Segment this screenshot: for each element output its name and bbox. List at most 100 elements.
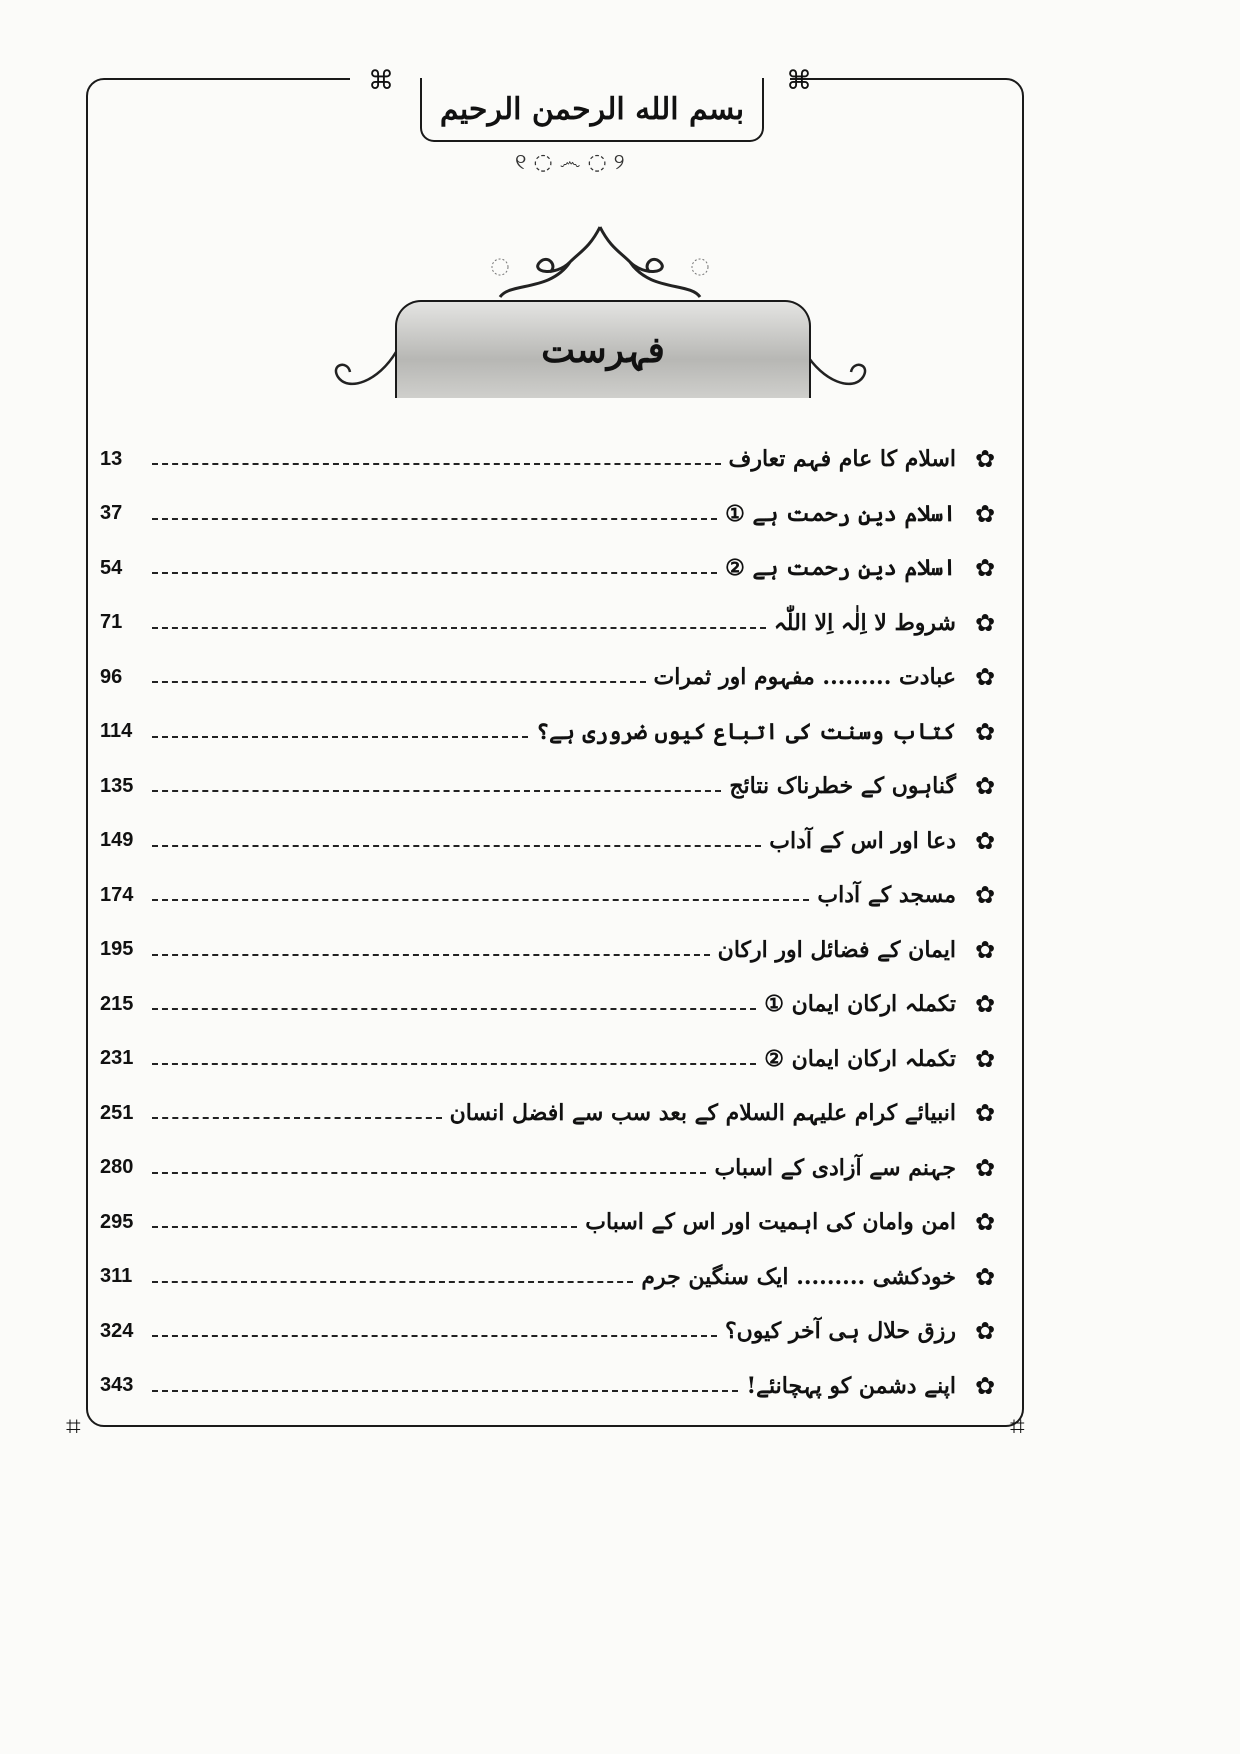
flower-icon: ✿ bbox=[974, 1208, 996, 1237]
toc-entry[interactable]: ✿ اپنے دشمن کو پہچانئے! 343 bbox=[100, 1359, 1000, 1414]
page-number: 96 bbox=[100, 665, 123, 688]
page-number: 174 bbox=[100, 883, 134, 906]
flower-icon: ✿ bbox=[974, 1044, 996, 1073]
left-curl-ornament bbox=[334, 351, 398, 386]
entry-title: امن وامان کی اہمیت اور اس کے اسباب bbox=[585, 1209, 956, 1236]
page-number: 280 bbox=[100, 1156, 134, 1179]
entry-title: شروط لا اِلٰہ اِلا اللّٰہ bbox=[773, 609, 956, 636]
flower-icon: ✿ bbox=[974, 826, 996, 855]
entry-title: رزق حلال ہی آخر کیوں؟ bbox=[724, 1318, 956, 1345]
dotted-leader bbox=[152, 1389, 739, 1392]
page-number: 343 bbox=[100, 1374, 134, 1397]
dotted-leader bbox=[152, 463, 721, 466]
toc-entry[interactable]: ✿ جہنم سے آزادی کے اسباب 280 bbox=[100, 1141, 1000, 1196]
dotted-leader bbox=[152, 844, 762, 847]
page-number: 251 bbox=[100, 1101, 134, 1124]
page-number: 114 bbox=[100, 720, 133, 743]
entry-title: کتاب وسنت کی اتباع کیوں ضروری ہے؟ bbox=[536, 718, 956, 745]
toc-entry[interactable]: ✿ مسجد کے آداب 174 bbox=[100, 868, 1000, 923]
dotted-leader bbox=[152, 899, 810, 902]
flower-icon: ✿ bbox=[974, 608, 996, 637]
entry-title: اپنے دشمن کو پہچانئے! bbox=[746, 1372, 956, 1399]
toc-entry[interactable]: ✿ عبادت ......... مفہوم اور ثمرات 96 bbox=[100, 650, 1000, 705]
flower-icon: ✿ bbox=[974, 717, 996, 746]
bismillah-header: بسم الله الرحمن الرحيم bbox=[420, 78, 764, 142]
entry-title: اسلام کا عام فہم تعارف bbox=[728, 446, 956, 473]
entry-title: تکملہ ارکان ایمان ② bbox=[764, 1045, 956, 1072]
knot-ornament-icon: ⌘ bbox=[368, 66, 394, 96]
toc-entry[interactable]: ✿ شروط لا اِلٰہ اِلا اللّٰہ 71 bbox=[100, 596, 1000, 651]
corner-knot-icon: ⌗ bbox=[1010, 1412, 1025, 1442]
dotted-leader bbox=[152, 790, 722, 793]
flower-icon: ✿ bbox=[974, 663, 996, 692]
toc-entry[interactable]: ✿ امن وامان کی اہمیت اور اس کے اسباب 295 bbox=[100, 1195, 1000, 1250]
scroll-ornament-icon: ୧ ◌ ෴ ◌ ୨ bbox=[515, 150, 625, 175]
dotted-leader bbox=[152, 1008, 757, 1011]
entry-title: عبادت ......... مفہوم اور ثمرات bbox=[653, 664, 957, 691]
flower-icon: ✿ bbox=[974, 881, 996, 910]
entry-title: اسلام دینِ رحمت ہے ① bbox=[725, 500, 956, 527]
dotted-leader bbox=[152, 1226, 578, 1229]
dotted-leader bbox=[152, 517, 718, 520]
toc-entry[interactable]: ✿ کتاب وسنت کی اتباع کیوں ضروری ہے؟ 114 bbox=[100, 705, 1000, 760]
page-number: 54 bbox=[100, 556, 123, 579]
entry-title: انبیائے کرام علیہم السلام کے بعد سب سے ا… bbox=[449, 1100, 956, 1127]
toc-entry[interactable]: ✿ ایمان کے فضائل اور ارکان 195 bbox=[100, 923, 1000, 978]
entry-title: جہنم سے آزادی کے اسباب bbox=[714, 1154, 956, 1181]
dotted-leader bbox=[152, 1117, 442, 1120]
bismillah-text: بسم الله الرحمن الرحيم bbox=[439, 91, 745, 127]
flower-icon: ✿ bbox=[974, 1317, 996, 1346]
dotted-leader bbox=[152, 1062, 757, 1065]
flower-icon: ✿ bbox=[974, 1099, 996, 1128]
right-curl-ornament bbox=[803, 351, 867, 386]
flower-icon: ✿ bbox=[974, 554, 996, 583]
flower-icon: ✿ bbox=[974, 1153, 996, 1182]
entry-title: دعا اور اس کے آداب bbox=[769, 827, 956, 854]
toc-entry[interactable]: ✿ اسلام دینِ رحمت ہے ① 37 bbox=[100, 487, 1000, 542]
toc-entry[interactable]: ✿ رزق حلال ہی آخر کیوں؟ 324 bbox=[100, 1304, 1000, 1359]
toc-entry[interactable]: ✿ گناہوں کے خطرناک نتائج 135 bbox=[100, 759, 1000, 814]
knot-ornament-icon: ⌘ bbox=[786, 66, 812, 96]
dotted-leader bbox=[152, 572, 718, 575]
entry-title: خودکشی ......... ایک سنگین جرم bbox=[641, 1263, 956, 1290]
page-number: 71 bbox=[100, 611, 123, 634]
flower-icon: ✿ bbox=[974, 1371, 996, 1400]
page-number: 231 bbox=[100, 1047, 134, 1070]
dotted-leader bbox=[152, 626, 766, 629]
corner-knot-icon: ⌗ bbox=[66, 1412, 81, 1442]
page-title: فہرست bbox=[541, 329, 665, 371]
page-number: 324 bbox=[100, 1319, 134, 1342]
toc-entry[interactable]: ✿ اسلام کا عام فہم تعارف 13 bbox=[100, 432, 1000, 487]
table-of-contents: ✿ اسلام کا عام فہم تعارف 13 ✿ اسلام دینِ رحم… bbox=[100, 432, 1000, 1413]
page-number: 311 bbox=[100, 1265, 133, 1288]
page-number: 13 bbox=[100, 447, 123, 470]
flower-icon: ✿ bbox=[974, 445, 996, 474]
toc-entry[interactable]: ✿ تکملہ ارکان ایمان ① 215 bbox=[100, 977, 1000, 1032]
page-number: 195 bbox=[100, 938, 134, 961]
toc-entry[interactable]: ✿ خودکشی ......... ایک سنگین جرم 311 bbox=[100, 1250, 1000, 1305]
toc-entry[interactable]: ✿ اسلام دینِ رحمت ہے ② 54 bbox=[100, 541, 1000, 596]
page-number: 295 bbox=[100, 1210, 134, 1233]
toc-entry[interactable]: ✿ دعا اور اس کے آداب 149 bbox=[100, 814, 1000, 869]
dotted-leader bbox=[152, 953, 710, 956]
entry-title: گناہوں کے خطرناک نتائج bbox=[729, 773, 956, 800]
dotted-leader bbox=[152, 735, 529, 738]
entry-title: تکملہ ارکان ایمان ① bbox=[764, 991, 956, 1018]
flower-icon: ✿ bbox=[974, 1262, 996, 1291]
page-number: 135 bbox=[100, 774, 134, 797]
page-number: 37 bbox=[100, 502, 123, 525]
dotted-leader bbox=[152, 1171, 707, 1174]
title-crown-ornament bbox=[491, 226, 709, 299]
flower-icon: ✿ bbox=[974, 772, 996, 801]
dotted-leader bbox=[152, 1280, 634, 1283]
toc-entry[interactable]: ✿ تکملہ ارکان ایمان ② 231 bbox=[100, 1032, 1000, 1087]
page-number: 149 bbox=[100, 829, 134, 852]
flower-icon: ✿ bbox=[974, 499, 996, 528]
entry-title: مسجد کے آداب bbox=[817, 882, 956, 909]
toc-title-banner: فہرست bbox=[395, 300, 811, 398]
toc-entry[interactable]: ✿ انبیائے کرام علیہم السلام کے بعد سب سے … bbox=[100, 1086, 1000, 1141]
dotted-leader bbox=[152, 1335, 717, 1338]
flower-icon: ✿ bbox=[974, 935, 996, 964]
flower-icon: ✿ bbox=[974, 990, 996, 1019]
entry-title: اسلام دینِ رحمت ہے ② bbox=[725, 555, 956, 582]
